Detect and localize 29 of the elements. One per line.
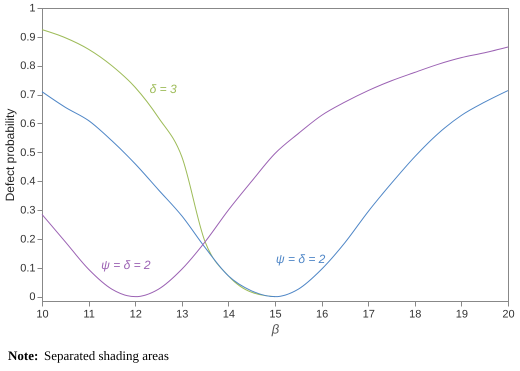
y-tick-label: 0.6 [20,118,36,130]
series-label: ψ = δ = 2 [101,258,151,272]
x-tick-label: 16 [316,308,328,320]
x-tick-label: 11 [83,308,95,320]
line-series [42,46,508,298]
y-tick-label: 0.9 [20,31,36,44]
x-tick-label: 20 [502,308,515,320]
y-tick-label: 0.3 [20,204,36,217]
x-tick-label: 15 [269,308,282,320]
x-tick-label: 14 [222,308,236,320]
y-axis-title: Defect probability [3,108,18,202]
x-tick-label: 12 [130,308,142,320]
y-tick-label: 0 [29,291,36,304]
y-tick-label: 0.5 [20,146,36,159]
x-tick-label: 13 [176,308,188,320]
series-label: ψ = δ = 2 [276,252,326,266]
x-axis-title: β [270,322,280,336]
x-tick-label: 18 [409,308,422,320]
y-tick-label: 0.2 [20,233,36,246]
x-tick-label: 10 [36,308,49,320]
y-tick-label: 0.7 [20,89,36,102]
y-tick-label: 0.4 [20,176,36,188]
y-tick-label: 0.1 [20,262,36,274]
series-label: δ = 3 [150,82,177,96]
x-tick-label: 17 [362,308,375,320]
text: Note: Separated shading areas [8,348,169,363]
y-tick-label: 0.8 [20,60,36,72]
y-tick-label: 1 [29,2,36,14]
x-tick-label: 19 [456,308,468,320]
